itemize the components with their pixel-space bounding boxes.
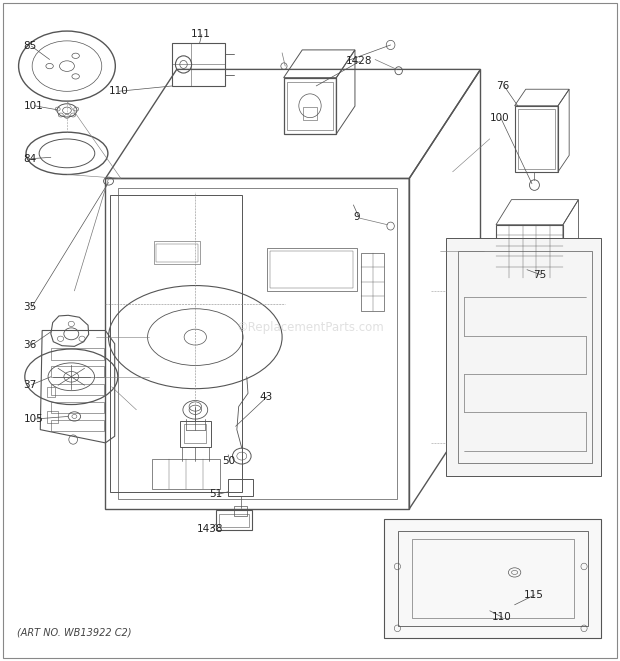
Bar <box>51 384 104 395</box>
Bar <box>51 402 104 413</box>
Bar <box>46 411 58 423</box>
Bar <box>228 479 253 496</box>
Bar <box>288 81 332 130</box>
Bar <box>234 506 247 516</box>
Text: 85: 85 <box>24 41 37 52</box>
Text: 37: 37 <box>24 379 37 390</box>
Bar <box>518 109 555 169</box>
Bar <box>180 421 211 447</box>
Bar <box>51 366 104 377</box>
Bar <box>398 531 588 626</box>
Text: 101: 101 <box>24 100 43 111</box>
Polygon shape <box>384 519 601 638</box>
Text: 105: 105 <box>24 414 43 424</box>
Bar <box>267 248 356 291</box>
Bar <box>303 107 317 120</box>
Text: 9: 9 <box>353 212 360 222</box>
Text: 43: 43 <box>259 391 272 402</box>
Bar <box>412 539 574 618</box>
Text: 100: 100 <box>490 112 510 123</box>
Text: 75: 75 <box>533 270 546 280</box>
Text: 76: 76 <box>496 81 509 91</box>
Text: (ART NO. WB13922 C2): (ART NO. WB13922 C2) <box>17 628 132 638</box>
Text: 51: 51 <box>210 489 223 500</box>
Text: ©ReplacementParts.com: ©ReplacementParts.com <box>236 321 384 334</box>
Text: 35: 35 <box>24 302 37 313</box>
Bar <box>156 244 198 262</box>
Bar <box>219 514 249 527</box>
Bar <box>51 420 104 431</box>
Text: 84: 84 <box>24 153 37 164</box>
Text: 50: 50 <box>222 456 235 467</box>
Text: 1438: 1438 <box>197 524 224 534</box>
Text: 36: 36 <box>24 340 37 350</box>
Bar <box>361 253 384 311</box>
Bar <box>152 459 220 489</box>
Bar <box>184 424 206 443</box>
Text: 110: 110 <box>108 86 128 97</box>
Bar <box>51 348 104 360</box>
Text: 110: 110 <box>492 612 512 623</box>
Bar <box>154 241 200 264</box>
Text: 1428: 1428 <box>346 56 373 67</box>
Text: 115: 115 <box>524 590 544 600</box>
Bar <box>216 510 252 530</box>
Polygon shape <box>446 238 601 476</box>
Bar <box>270 251 353 288</box>
Text: 111: 111 <box>191 29 211 40</box>
Bar <box>172 43 225 86</box>
Bar <box>46 387 55 397</box>
